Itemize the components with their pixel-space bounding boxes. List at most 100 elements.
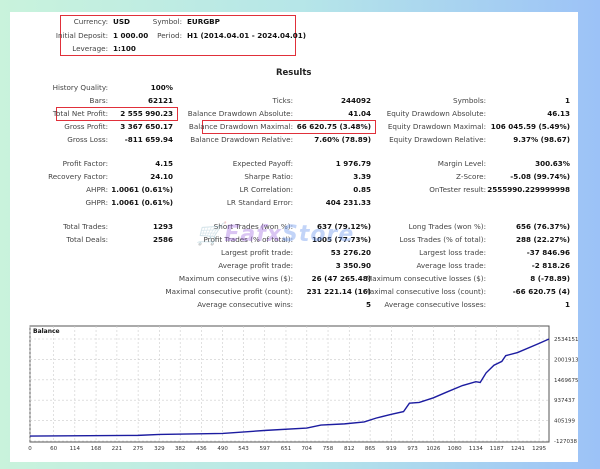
y-tick-label: 405199: [554, 419, 575, 425]
stat-label: LR Standard Error:: [226, 198, 293, 207]
stat-value: -5.08 (99.74%): [510, 172, 570, 181]
stat-label: Total Deals:: [66, 235, 108, 244]
stat-label: Equity Drawdown Relative:: [389, 135, 486, 144]
x-tick-label: 1295: [532, 446, 546, 452]
stat-label: Equity Drawdown Absolute:: [386, 109, 486, 118]
stat-value: 53 276.20: [330, 248, 371, 257]
stat-value: 1293: [152, 222, 173, 231]
stat-label: Average consecutive wins:: [197, 300, 293, 309]
stat-value: 1005 (77.73%): [311, 235, 371, 244]
balance-line: [29, 338, 550, 437]
results-title: Results: [276, 68, 312, 78]
y-tick-label: 937437: [554, 398, 575, 404]
stat-label: History Quality:: [52, 83, 108, 92]
stat-value: 0.85: [353, 185, 371, 194]
stat-value: 1: [564, 300, 570, 309]
symbol-label: Symbol:: [152, 17, 182, 26]
stat-label: Average consecutive losses:: [384, 300, 486, 309]
stat-label: Short Trades (won %):: [213, 222, 293, 231]
stat-value: 404 231.33: [325, 198, 371, 207]
stat-label: Gross Loss:: [67, 135, 108, 144]
stat-label: Average loss trade:: [416, 261, 486, 270]
stat-label: Maximal consecutive loss (count):: [363, 287, 486, 296]
stat-value: 300.63%: [535, 159, 570, 168]
x-tick-label: 758: [323, 446, 334, 452]
x-tick-label: 0: [28, 446, 32, 452]
stat-value: 3 350.90: [335, 261, 371, 270]
stat-value: 637 (79.12%): [316, 222, 371, 231]
stat-value: 46.13: [547, 109, 570, 118]
balance-drawdown-highlight-box: [202, 120, 376, 134]
currency-label: Currency:: [73, 17, 108, 26]
stat-label: Total Trades:: [63, 222, 108, 231]
x-tick-label: 1080: [448, 446, 462, 452]
x-tick-label: 651: [281, 446, 292, 452]
stat-value: 656 (76.37%): [515, 222, 570, 231]
x-tick-label: 221: [112, 446, 123, 452]
y-tick-label: 2001913: [554, 357, 579, 363]
stat-value: 62121: [147, 96, 173, 105]
x-tick-label: 597: [259, 446, 270, 452]
x-tick-label: 436: [196, 446, 207, 452]
stat-label: Loss Trades (% of total):: [399, 235, 486, 244]
stat-value: -37 846.96: [526, 248, 570, 257]
x-tick-label: 275: [133, 446, 144, 452]
stat-value: 4.15: [155, 159, 173, 168]
stat-label: Long Trades (won %):: [408, 222, 486, 231]
deposit-value: 1 000.00: [113, 31, 149, 40]
x-tick-label: 60: [50, 446, 57, 452]
stat-label: Margin Level:: [437, 159, 486, 168]
stat-label: Z-Score:: [456, 172, 486, 181]
x-tick-label: 865: [365, 446, 376, 452]
x-tick-label: 1241: [511, 446, 525, 452]
y-tick-label: 1469675: [554, 378, 579, 384]
stat-label: Equity Drawdown Maximal:: [387, 122, 486, 131]
stat-value: 9.37% (98.67): [513, 135, 570, 144]
y-tick-label: 2534151: [554, 337, 579, 343]
stat-value: 288 (22.27%): [515, 235, 570, 244]
stat-value: 2 555 990.23: [120, 109, 173, 118]
stat-value: -2 818.26: [531, 261, 570, 270]
leverage-value: 1:100: [113, 44, 136, 53]
deposit-label: Initial Deposit:: [55, 31, 108, 40]
stat-value: 244092: [340, 96, 371, 105]
stat-value: 100%: [150, 83, 173, 92]
y-tick-label: -127038: [554, 439, 577, 445]
stat-value: 1 976.79: [335, 159, 371, 168]
stat-value: 66 620.75 (3.48%): [296, 122, 371, 131]
stat-value: 1: [564, 96, 570, 105]
stat-label: AHPR:: [86, 185, 108, 194]
stat-label: Maximal consecutive profit (count):: [165, 287, 293, 296]
stat-label: OnTester result:: [429, 185, 486, 194]
period-value: H1 (2014.04.01 - 2024.04.01): [187, 31, 307, 40]
stat-value: 2555990.229999998: [487, 185, 570, 194]
stat-label: Largest loss trade:: [419, 248, 486, 257]
stat-value: 106 045.59 (5.49%): [490, 122, 570, 131]
stat-value: 5: [365, 300, 371, 309]
x-tick-label: 168: [91, 446, 102, 452]
stat-label: Balance Drawdown Maximal:: [188, 122, 293, 131]
x-tick-label: 812: [344, 446, 355, 452]
leverage-label: Leverage:: [72, 44, 108, 53]
x-tick-label: 543: [238, 446, 249, 452]
stat-label: Symbols:: [453, 96, 486, 105]
x-tick-label: 1134: [469, 446, 483, 452]
stat-value: 41.04: [348, 109, 371, 118]
stat-label: Profit Trades (% of total):: [203, 235, 293, 244]
stat-label: Balance Drawdown Relative:: [190, 135, 293, 144]
stat-value: 1.0061 (0.61%): [111, 198, 173, 207]
stat-label: Maximum consecutive losses ($):: [366, 274, 486, 283]
stat-value: 231 221.14 (16): [306, 287, 371, 296]
stat-value: 24.10: [150, 172, 173, 181]
watermark-logo: 🛒EafxStore: [196, 222, 355, 247]
stat-value: 26 (47 265.48): [311, 274, 371, 283]
chart-frame: [29, 325, 550, 443]
x-tick-label: 1187: [490, 446, 504, 452]
stat-label: Bars:: [89, 96, 108, 105]
x-tick-label: 114: [70, 446, 81, 452]
x-tick-label: 704: [302, 446, 313, 452]
stat-label: Profit Factor:: [62, 159, 108, 168]
stat-value: 1.0061 (0.61%): [111, 185, 173, 194]
stat-label: Total Net Profit:: [52, 109, 108, 118]
